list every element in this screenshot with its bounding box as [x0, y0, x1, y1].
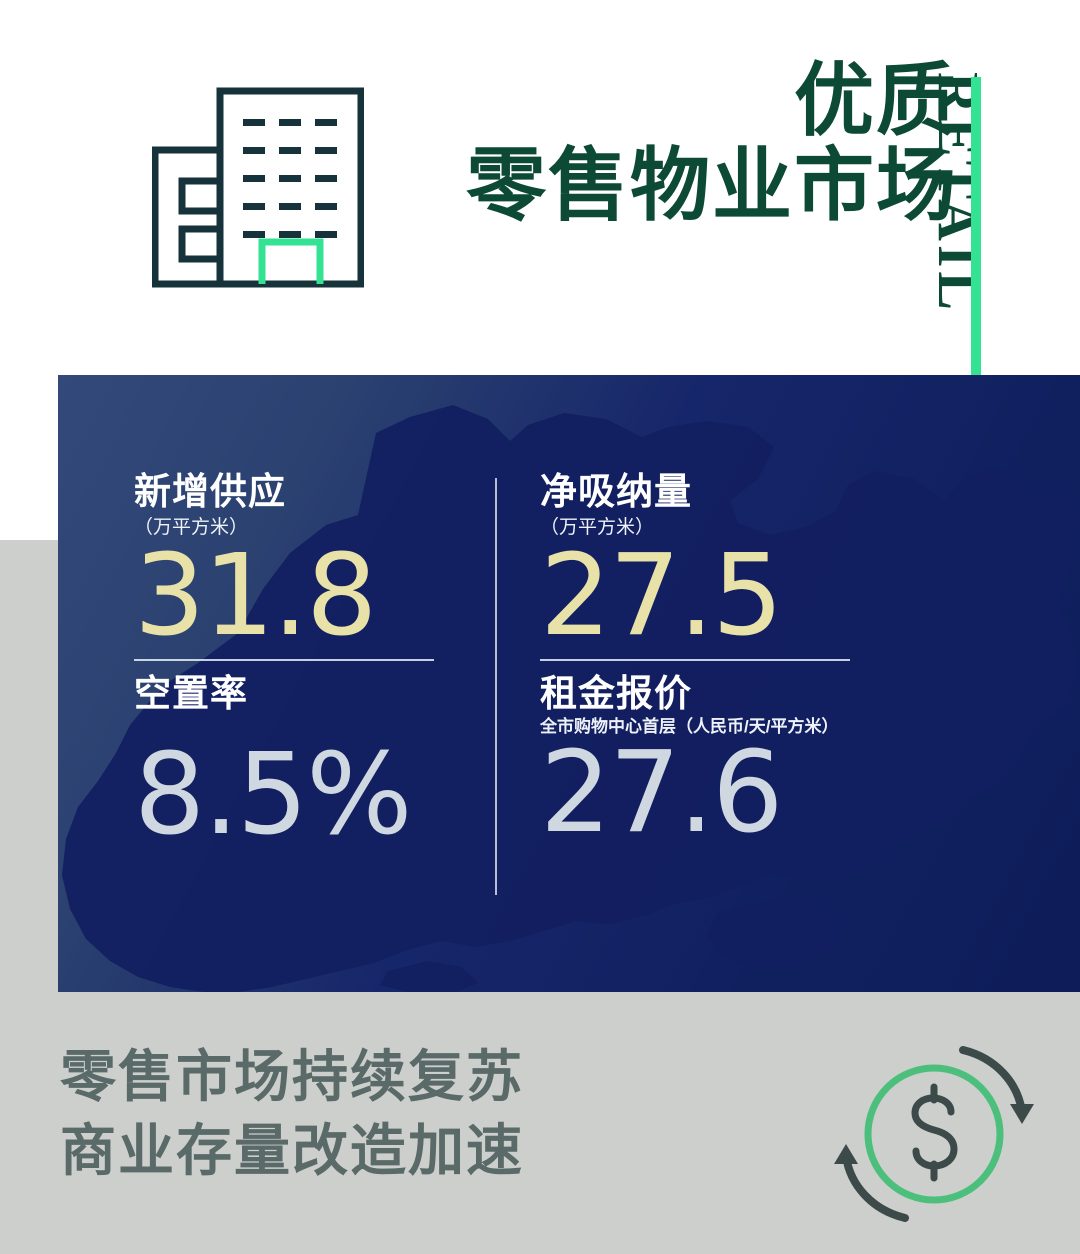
- dollar-cycle-icon: [828, 1028, 1040, 1240]
- footer-line-1: 零售市场持续复苏: [60, 1047, 524, 1109]
- stat-block-new-supply: 新增供应 （万平方米） 31.8 空置率 8.5%: [134, 471, 554, 861]
- stat-label-new-supply: 新增供应: [134, 471, 286, 512]
- stats-panel: 新增供应 （万平方米） 31.8 空置率 8.5% 净吸纳量 （万平方米） 27…: [58, 375, 1080, 992]
- stat-divider-left: [134, 658, 434, 661]
- stat-label-vacancy-rate: 空置率: [134, 672, 248, 714]
- stat-block-net-absorption: 净吸纳量 （万平方米） 27.5 租金报价 全市购物中心首层（人民币/天/平方米…: [540, 471, 960, 859]
- column-divider: [495, 478, 497, 895]
- stat-unit-net-absorption: （万平方米）: [540, 517, 655, 539]
- stat-unit-rental-quote: 全市购物中心首层（人民币/天/平方米）: [540, 717, 839, 737]
- title-line-1: 优质: [794, 58, 958, 146]
- stat-label-net-absorption: 净吸纳量: [540, 471, 692, 512]
- stat-label-rental-quote: 租金报价: [540, 672, 692, 714]
- stat-value-vacancy-rate: 8.5%: [134, 730, 413, 861]
- stat-value-rental-quote: 27.6: [540, 728, 783, 859]
- stats-grid: 新增供应 （万平方米） 31.8 空置率 8.5% 净吸纳量 （万平方米） 27…: [58, 375, 1080, 992]
- vertical-retail-label: RETAIL: [926, 72, 991, 315]
- guangdong-map-silhouette: [62, 405, 1080, 992]
- footer-headline: 零售市场持续复苏 商业存量改造加速: [60, 1042, 524, 1190]
- stat-divider-right: [540, 658, 850, 661]
- stat-unit-new-supply: （万平方米）: [134, 517, 249, 539]
- stat-value-net-absorption: 27.5: [540, 531, 783, 662]
- title-line-2: 零售物业市场: [466, 142, 958, 231]
- footer-section: 零售市场持续复苏 商业存量改造加速: [0, 992, 1080, 1254]
- stat-value-new-supply: 31.8: [134, 531, 377, 662]
- building-icon: [151, 86, 365, 288]
- header-section: 优质 零售物业市场 RETAIL: [0, 0, 1080, 375]
- page-title: 优质 零售物业市场: [466, 58, 958, 231]
- footer-line-2: 商业存量改造加速: [60, 1120, 524, 1183]
